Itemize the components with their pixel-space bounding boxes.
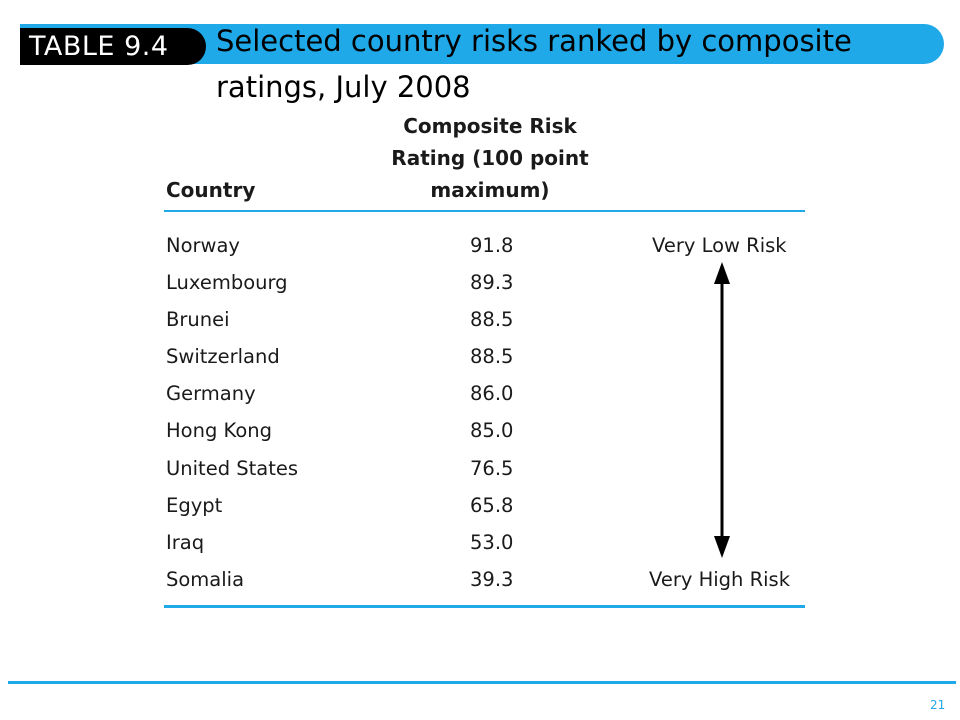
table-bottom-rule xyxy=(164,605,805,608)
country-cell: Hong Kong xyxy=(166,419,273,442)
table-row: Egypt 65.8 xyxy=(0,491,960,521)
table-row: United States 76.5 xyxy=(0,454,960,484)
column-header-country: Country xyxy=(166,178,256,202)
country-cell: Germany xyxy=(166,382,256,405)
country-cell: Norway xyxy=(166,234,240,257)
rating-cell: 88.5 xyxy=(470,345,514,368)
rating-cell: 86.0 xyxy=(470,382,514,405)
rating-cell: 53.0 xyxy=(470,531,514,554)
table-row: Hong Kong 85.0 xyxy=(0,416,960,446)
table-row: Switzerland 88.5 xyxy=(0,342,960,372)
double-arrow-icon xyxy=(714,262,730,558)
rating-cell: 91.8 xyxy=(470,234,514,257)
country-cell: Iraq xyxy=(166,531,205,554)
table-row: Norway 91.8 xyxy=(0,231,960,261)
table-row: Somalia 39.3 xyxy=(0,565,960,595)
rating-cell: 85.0 xyxy=(470,419,514,442)
scale-high-label: Very High Risk xyxy=(649,568,791,591)
table-row: Brunei 88.5 xyxy=(0,305,960,335)
table-row: Iraq 53.0 xyxy=(0,528,960,558)
page-number: 21 xyxy=(930,698,946,712)
table-row: Germany 86.0 xyxy=(0,379,960,409)
country-cell: Brunei xyxy=(166,308,230,331)
country-cell: Egypt xyxy=(166,494,223,517)
slide-title: Selected country risks ranked by composi… xyxy=(216,24,852,104)
rating-cell: 89.3 xyxy=(470,271,514,294)
rating-cell: 65.8 xyxy=(470,494,514,517)
footer-rule xyxy=(8,681,956,684)
country-cell: Switzerland xyxy=(166,345,280,368)
rating-cell: 88.5 xyxy=(470,308,514,331)
table-row: Luxembourg 89.3 xyxy=(0,268,960,298)
rating-cell: 39.3 xyxy=(470,568,514,591)
scale-low-label: Very Low Risk xyxy=(652,234,787,257)
table-top-rule xyxy=(164,210,805,212)
country-cell: Somalia xyxy=(166,568,245,591)
column-header-rating: Composite Risk Rating (100 point maximum… xyxy=(391,114,589,202)
country-cell: United States xyxy=(166,457,299,480)
country-cell: Luxembourg xyxy=(166,271,288,294)
table-tag: TABLE 9.4 xyxy=(20,28,206,65)
rating-cell: 76.5 xyxy=(470,457,514,480)
